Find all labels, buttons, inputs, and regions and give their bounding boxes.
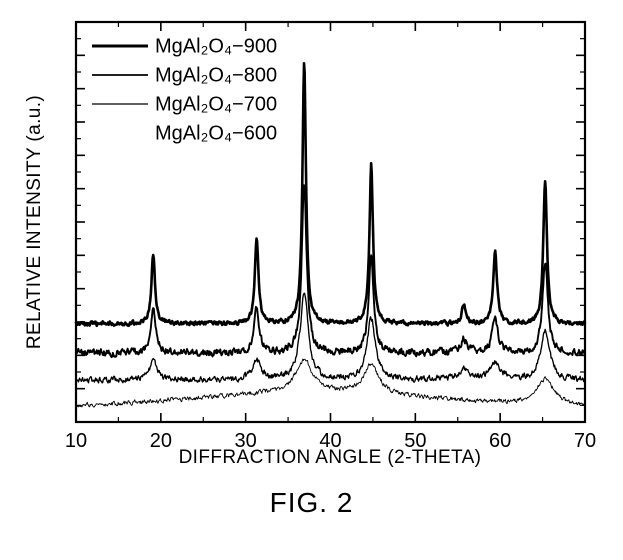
x-axis-tick-labels: 10 20 30 40 50 60 70 (65, 430, 596, 452)
x-tick-label: 30 (235, 430, 257, 452)
y-axis-title: RELATIVE INTENSITY (a.u.) (24, 95, 45, 349)
x-axis-title: DIFFRACTION ANGLE (2-THETA) (179, 447, 482, 468)
trace-mgal2o4-600 (75, 358, 586, 408)
trace-mgal2o4-900 (74, 61, 587, 328)
legend-entry: MgAl₂O₄−900 (92, 35, 277, 57)
trace-mgal2o4-700 (75, 292, 586, 384)
legend-entry: MgAl₂O₄−800 (92, 64, 277, 86)
chart-legend: MgAl₂O₄−900 MgAl₂O₄−800 MgAl₂O₄−700 MgAl₂O₄… (92, 35, 277, 144)
data-traces (74, 61, 587, 408)
x-tick-label: 20 (150, 430, 172, 452)
plot-border (74, 20, 587, 424)
legend-label: MgAl₂O₄−700 (155, 93, 277, 115)
trace-mgal2o4-800 (75, 184, 586, 359)
plot-frame (74, 20, 587, 424)
x-tick-label: 40 (319, 430, 341, 452)
x-tick-label: 70 (574, 430, 596, 452)
legend-label: MgAl₂O₄−600 (155, 122, 277, 144)
legend-label: MgAl₂O₄−900 (155, 35, 277, 57)
legend-entry: MgAl₂O₄−600 (155, 122, 277, 144)
axis-ticks (75, 21, 586, 423)
legend-entry: MgAl₂O₄−700 (92, 93, 277, 115)
x-tick-label: 50 (404, 430, 426, 452)
x-tick-label: 10 (65, 430, 87, 452)
legend-label: MgAl₂O₄−800 (155, 64, 277, 86)
figure-caption: FIG. 2 (269, 487, 354, 518)
x-tick-label: 60 (489, 430, 511, 452)
